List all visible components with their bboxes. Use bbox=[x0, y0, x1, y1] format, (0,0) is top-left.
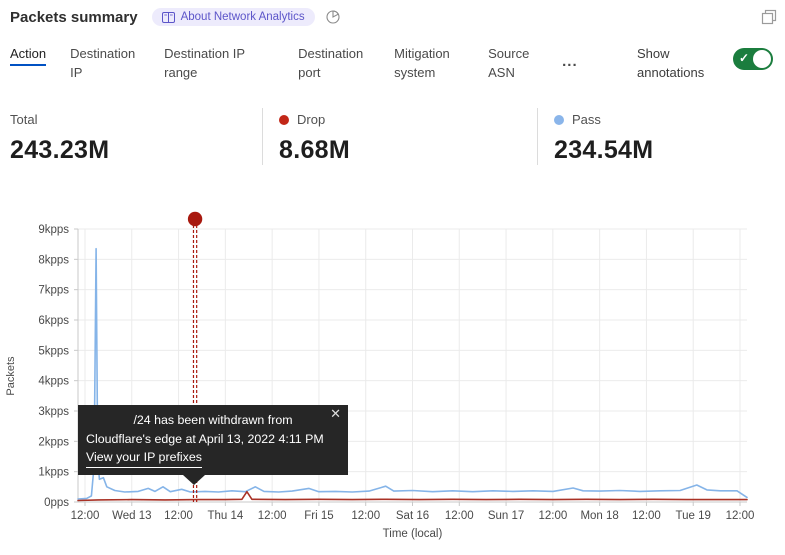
tab-label: Action bbox=[10, 46, 47, 66]
y-tick-label: 0pps bbox=[44, 497, 69, 509]
tab-label: Destination port bbox=[298, 46, 364, 80]
tab-destination-port[interactable]: Destination port bbox=[298, 45, 370, 83]
more-tabs-button[interactable]: ... bbox=[562, 53, 578, 70]
stat-drop: Drop 8.68M bbox=[262, 108, 537, 165]
pie-clock-icon[interactable] bbox=[325, 9, 341, 25]
pass-dot bbox=[554, 114, 564, 125]
widget-header: Packets summary About Network Analytics bbox=[10, 8, 777, 26]
packets-chart: 0pps 1kpps 2kpps 3kpps 4kpps 5kpps 6kpps 7kpps 8… bbox=[0, 210, 785, 555]
chart-canvas: 0pps 1kpps 2kpps 3kpps 4kpps 5kpps 6kpps 7kpps 8… bbox=[38, 211, 754, 522]
y-tick-label: 9kpps bbox=[38, 224, 69, 236]
x-tick-label: 12:00 bbox=[71, 510, 100, 522]
x-tick-label: Sun 17 bbox=[488, 510, 524, 522]
pass-series-line bbox=[77, 247, 748, 500]
tab-destination-ip-range[interactable]: Destination IP range bbox=[164, 45, 274, 83]
tab-label: Destination IP bbox=[70, 46, 136, 80]
tooltip-close-icon[interactable]: ✕ bbox=[330, 406, 341, 421]
y-tick-label: 8kpps bbox=[38, 254, 69, 266]
stat-total: Total 243.23M bbox=[10, 108, 262, 165]
stat-total-label: Total bbox=[10, 112, 38, 127]
toggle-knob bbox=[753, 50, 771, 68]
y-tick-label: 5kpps bbox=[38, 345, 69, 357]
toggle-check-icon: ✓ bbox=[739, 51, 750, 65]
y-tick-label: 7kpps bbox=[38, 285, 69, 297]
y-tick-label: 4kpps bbox=[38, 376, 69, 388]
stat-drop-value: 8.68M bbox=[279, 136, 350, 164]
stat-pass-label: Pass bbox=[572, 112, 601, 127]
dimension-tabs-row: Action Destination IP Destination IP range… bbox=[10, 45, 773, 83]
x-tick-label: 12:00 bbox=[632, 510, 661, 522]
summary-stats-row: Total 243.23M Drop 8.68M Pass 234.54M bbox=[10, 108, 785, 165]
x-tick-label: 12:00 bbox=[538, 510, 567, 522]
x-tick-label: 12:00 bbox=[164, 510, 193, 522]
show-annotations-control: Show annotations ✓ bbox=[637, 45, 773, 83]
gridlines: 0pps 1kpps 2kpps 3kpps 4kpps 5kpps 6kpps 7kpps 8… bbox=[38, 224, 754, 522]
x-axis-title: Time (local) bbox=[382, 528, 443, 540]
y-tick-label: 1kpps bbox=[38, 467, 69, 479]
annotations-toggle[interactable]: ✓ bbox=[733, 48, 773, 70]
stat-pass: Pass 234.54M bbox=[537, 108, 653, 165]
tooltip-text-line1: /24 has been withdrawn from bbox=[133, 413, 293, 427]
x-tick-label: Sat 16 bbox=[396, 510, 429, 522]
tab-label: Source ASN bbox=[488, 46, 530, 80]
stat-drop-label: Drop bbox=[297, 112, 326, 127]
annotation-marker-dot[interactable] bbox=[187, 211, 203, 227]
x-tick-label: Mon 18 bbox=[580, 510, 618, 522]
y-tick-label: 2kpps bbox=[38, 436, 69, 448]
expand-icon[interactable] bbox=[761, 9, 777, 25]
tooltip-ip-prefixes-link[interactable]: View your IP prefixes bbox=[86, 448, 202, 468]
tabs-list: Action Destination IP Destination IP range… bbox=[10, 45, 562, 83]
tab-label: Destination IP range bbox=[164, 46, 245, 80]
drop-series-line bbox=[77, 490, 748, 502]
x-tick-label: 12:00 bbox=[258, 510, 287, 522]
tab-action[interactable]: Action bbox=[10, 45, 47, 66]
x-tick-label: Tue 19 bbox=[676, 510, 711, 522]
x-tick-label: Thu 14 bbox=[207, 510, 243, 522]
x-tick-label: 12:00 bbox=[351, 510, 380, 522]
x-tick-label: Wed 13 bbox=[112, 510, 151, 522]
tooltip-text-line2: Cloudflare's edge at April 13, 2022 4:11… bbox=[86, 431, 324, 446]
badge-label: About Network Analytics bbox=[180, 11, 305, 23]
annotation-tooltip: ✕ /24 has been withdrawn from Cloudflare… bbox=[78, 405, 348, 485]
x-tick-label: Fri 15 bbox=[304, 510, 333, 522]
tab-destination-ip[interactable]: Destination IP bbox=[70, 45, 140, 83]
stat-total-value: 243.23M bbox=[10, 136, 110, 164]
show-annotations-label: Show annotations bbox=[637, 46, 705, 80]
y-tick-label: 3kpps bbox=[38, 406, 69, 418]
y-tick-label: 6kpps bbox=[38, 315, 69, 327]
tab-label: Mitigation system bbox=[394, 46, 450, 80]
tab-mitigation-system[interactable]: Mitigation system bbox=[394, 45, 464, 83]
about-network-analytics-badge[interactable]: About Network Analytics bbox=[151, 8, 315, 26]
y-axis-title: Packets bbox=[5, 356, 17, 396]
x-tick-label: 12:00 bbox=[726, 510, 755, 522]
x-tick-label: 12:00 bbox=[445, 510, 474, 522]
tab-source-asn[interactable]: Source ASN bbox=[488, 45, 538, 83]
book-icon bbox=[161, 11, 175, 23]
stat-pass-value: 234.54M bbox=[554, 136, 654, 164]
page-title: Packets summary bbox=[10, 8, 138, 26]
drop-dot bbox=[279, 114, 289, 125]
